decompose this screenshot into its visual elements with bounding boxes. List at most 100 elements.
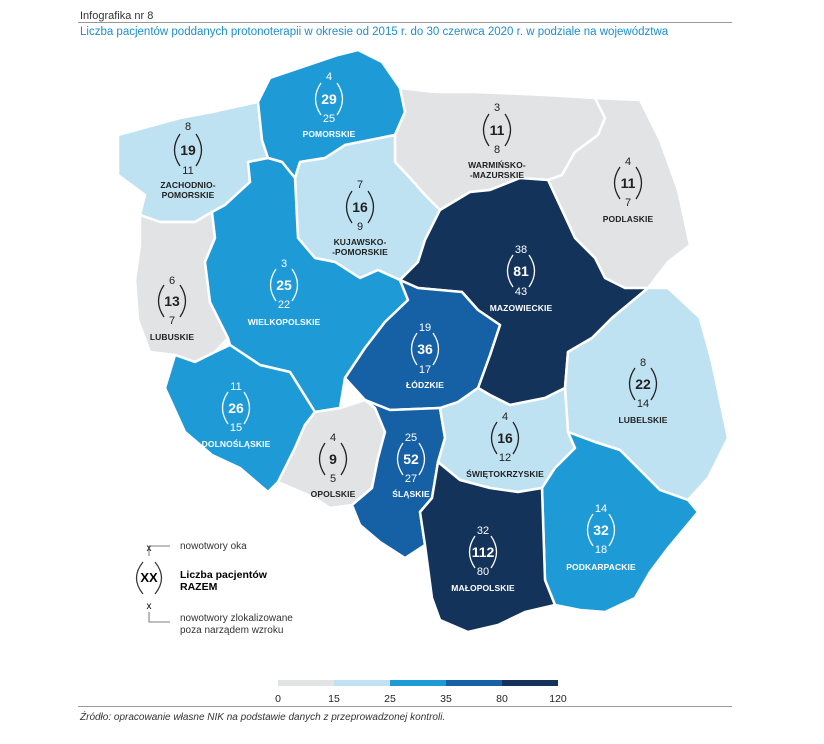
region-name: PODLASKIE [603, 214, 654, 224]
eye-tumor-count: 4 [502, 411, 508, 423]
region-name: ŁÓDZKIE [406, 379, 444, 390]
bracket-left-lodzkie [410, 332, 418, 366]
legend-leader-bottom [148, 612, 170, 623]
legend-top-desc: nowotwory oka [180, 541, 247, 552]
eye-tumor-count: 3 [494, 102, 500, 114]
eye-tumor-count: 19 [419, 322, 431, 334]
legend-sample-bottom: x [147, 601, 152, 612]
bracket-right-lodzkie [432, 332, 440, 366]
other-tumor-count: 7 [169, 315, 175, 327]
region-shape-malopolskie [418, 460, 557, 634]
eye-tumor-count: 8 [185, 121, 191, 133]
region-name: LUBUSKIE [150, 332, 194, 342]
bracket-left-podkarpackie [586, 513, 594, 547]
total-patient-count: 9 [329, 451, 337, 467]
other-tumor-count: 5 [330, 473, 336, 485]
other-tumor-count: 15 [230, 422, 242, 434]
region-label-podkarpackie: 14 32 18 PODKARPACKIE [566, 503, 636, 572]
region-label-malopolskie: 32 112 80 MAŁOPOLSKIE [451, 525, 515, 593]
scale-label-5: 120 [549, 693, 567, 705]
region-name: ŚLĄSKIE [392, 488, 430, 499]
scale-label-2: 25 [384, 693, 396, 705]
legend-bottom-desc-line-2: poza narządem wzroku [180, 625, 283, 636]
total-patient-count: 112 [472, 544, 495, 560]
bracket-left-pomorskie [314, 82, 322, 116]
bracket-left-malopolskie [468, 535, 476, 569]
scale-swatch-4 [502, 680, 558, 686]
eye-tumor-count: 4 [326, 71, 332, 83]
other-tumor-count: 9 [357, 221, 363, 233]
bracket-right-slaskie [418, 442, 426, 476]
source-note: Źródło: opracowanie własne NIK na podsta… [80, 712, 446, 723]
region-name: KUJAWSKO- [334, 237, 387, 247]
region-name-line-2: POMORSKIE [162, 190, 215, 200]
bracket-left-kujawsko-pomorskie [345, 190, 353, 224]
total-patient-count: 11 [490, 122, 505, 138]
legend-bracket-right [154, 561, 163, 595]
bracket-left-wielkopolskie [269, 268, 277, 302]
value-brackets [157, 82, 658, 569]
bracket-left-dolnoslaskie [221, 391, 229, 425]
infographic-subtitle: Liczba pacjentów poddanych protonoterapi… [80, 26, 669, 38]
other-tumor-count: 80 [477, 566, 489, 578]
region-name: WIELKOPOLSKIE [248, 317, 321, 327]
scale-label-1: 15 [328, 693, 340, 705]
bracket-right-lubuskie [179, 284, 187, 318]
region-name: LUBELSKIE [618, 415, 667, 425]
eye-tumor-count: 14 [595, 503, 607, 515]
total-patient-count: 22 [635, 376, 651, 392]
bracket-left-lubuskie [157, 284, 165, 318]
eye-tumor-count: 3 [281, 258, 287, 270]
other-tumor-count: 11 [182, 165, 193, 177]
region-name: MAZOWIECKIE [490, 303, 553, 313]
bracket-right-kujawsko-pomorskie [367, 190, 375, 224]
total-patient-count: 81 [513, 263, 529, 279]
legend-total-desc-line-2: RAZEM [180, 581, 218, 593]
legend-leader-top [148, 545, 170, 556]
bracket-right-wielkopolskie [291, 268, 299, 302]
scale-swatch-0 [278, 680, 334, 686]
region-label-opolskie: 4 9 5 OPOLSKIE [311, 432, 356, 499]
eye-tumor-count: 8 [640, 357, 646, 369]
region-name: MAŁOPOLSKIE [451, 583, 515, 593]
total-patient-count: 36 [417, 341, 433, 357]
region-name: ZACHODNIO- [160, 180, 215, 190]
eye-tumor-count: 11 [230, 381, 241, 393]
total-patient-count: 16 [352, 199, 368, 215]
region-label-mazowieckie: 38 81 43 MAZOWIECKIE [490, 244, 553, 313]
eye-tumor-count: 7 [357, 179, 363, 191]
region-labels: 8 19 11 ZACHODNIO- POMORSKIE 4 29 25 POM… [150, 71, 668, 593]
other-tumor-count: 8 [494, 144, 500, 156]
total-patient-count: 25 [276, 277, 292, 293]
region-name: ŚWIĘTOKRZYSKIE [466, 468, 544, 479]
region-label-pomorskie: 4 29 25 POMORSKIE [303, 71, 356, 139]
bracket-right-podlaskie [635, 166, 643, 200]
bracket-right-pomorskie [336, 82, 344, 116]
eye-tumor-count: 38 [515, 244, 527, 256]
color-scale: 0 15 25 35 80 120 [275, 680, 567, 705]
region-name: PODKARPACKIE [566, 562, 636, 572]
region-name: POMORSKIE [303, 129, 356, 139]
region-name: WARMIŃSKO- [468, 160, 526, 170]
total-patient-count: 13 [164, 293, 180, 309]
region-name-line-2: -MAZURSKIE [470, 170, 525, 180]
scale-label-3: 35 [440, 693, 452, 705]
scale-swatch-3 [446, 680, 502, 686]
region-label-podlaskie: 4 11 7 PODLASKIE [603, 156, 654, 224]
bracket-left-lubelskie [628, 367, 636, 401]
region-label-swietokrzyskie: 4 16 12 ŚWIĘTOKRZYSKIE [466, 411, 544, 479]
region-label-lubuskie: 6 13 7 LUBUSKIE [150, 275, 194, 342]
eye-tumor-count: 4 [625, 156, 631, 168]
bracket-left-mazowieckie [506, 254, 514, 288]
other-tumor-count: 43 [515, 286, 527, 298]
header-rule [78, 22, 732, 23]
total-patient-count: 29 [321, 91, 337, 107]
bracket-right-opolskie [340, 442, 348, 476]
legend-bracket-left [135, 561, 144, 595]
region-shape-podkarpackie [540, 430, 700, 614]
bracket-right-lubelskie [650, 367, 658, 401]
scale-swatch-1 [334, 680, 390, 686]
bracket-right-podkarpackie [608, 513, 616, 547]
legend-sample-total: XX [140, 570, 158, 585]
